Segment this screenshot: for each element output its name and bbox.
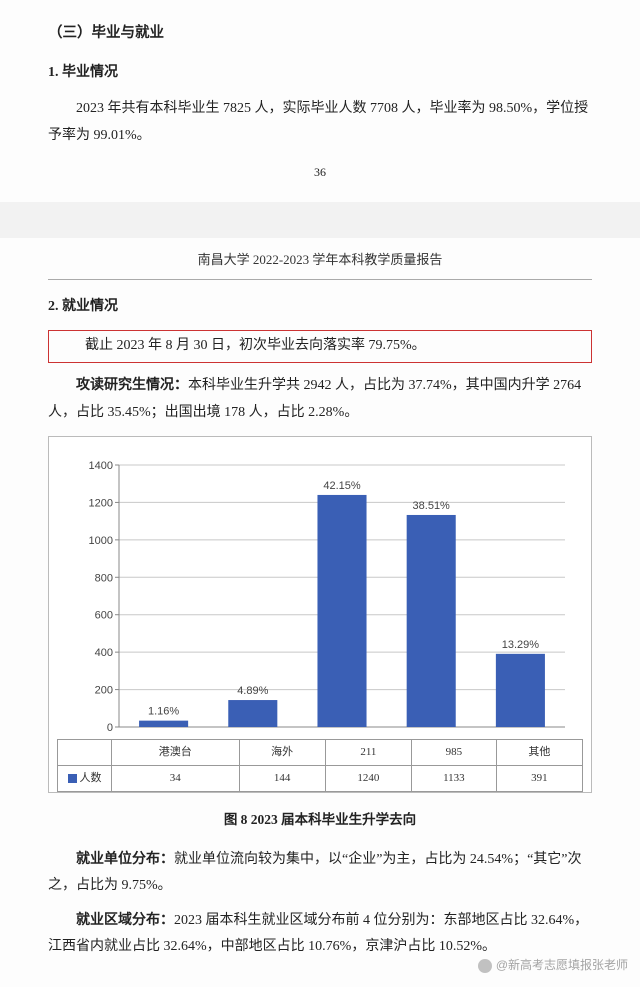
paragraph-graduation: 2023 年共有本科毕业生 7825 人，实际毕业人数 7708 人，毕业率为 … (48, 96, 592, 149)
sub-title-employment: 2. 就业情况 (48, 294, 592, 321)
region-dist-label: 就业区域分布： (76, 913, 174, 928)
svg-text:1400: 1400 (89, 460, 113, 472)
svg-text:42.15%: 42.15% (323, 480, 361, 492)
bar-chart: 0 200 400 600 800 1000 1200 1400 1.16% 4.89% 42.15… (57, 447, 583, 737)
sub-title-graduation: 1. 毕业情况 (48, 60, 592, 87)
watermark: @新高考志愿填报张老师 (478, 954, 628, 977)
svg-text:13.29%: 13.29% (502, 639, 540, 651)
highlight-box: 截止 2023 年 8 月 30 日，初次毕业去向落实率 79.75%。 (48, 330, 592, 363)
svg-text:200: 200 (95, 685, 113, 697)
watermark-icon (478, 959, 492, 973)
page-number: 36 (48, 161, 592, 184)
paragraph-grad-study: 攻读研究生情况：本科毕业生升学共 2942 人，占比为 37.74%，其中国内升… (48, 373, 592, 426)
section-title: （三）毕业与就业 (48, 20, 592, 48)
svg-text:800: 800 (95, 572, 113, 584)
svg-text:38.51%: 38.51% (413, 500, 451, 512)
svg-text:4.89%: 4.89% (237, 685, 268, 697)
employer-dist-label: 就业单位分布： (76, 852, 174, 867)
watermark-text: @新高考志愿填报张老师 (496, 958, 628, 972)
document-header: 南昌大学 2022-2023 学年本科教学质量报告 (48, 248, 592, 280)
svg-text:1200: 1200 (89, 498, 113, 510)
svg-text:400: 400 (95, 647, 113, 659)
svg-text:1000: 1000 (89, 535, 113, 547)
svg-text:600: 600 (95, 610, 113, 622)
page-2: 南昌大学 2022-2023 学年本科教学质量报告 2. 就业情况 截止 202… (0, 238, 640, 987)
highlight-text: 截止 2023 年 8 月 30 日，初次毕业去向落实率 79.75%。 (57, 333, 583, 360)
page-1: （三）毕业与就业 1. 毕业情况 2023 年共有本科毕业生 7825 人，实际… (0, 0, 640, 202)
svg-text:0: 0 (107, 722, 113, 734)
paragraph-region-dist: 就业区域分布：2023 届本科生就业区域分布前 4 位分别为：东部地区占比 32… (48, 908, 592, 961)
chart-caption: 图 8 2023 届本科毕业生升学去向 (48, 807, 592, 833)
bar-chart-container: 0 200 400 600 800 1000 1200 1400 1.16% 4.89% 42.15… (48, 436, 592, 793)
svg-text:1.16%: 1.16% (148, 706, 179, 718)
grad-study-label: 攻读研究生情况： (76, 378, 188, 393)
chart-data-table: 港澳台海外211985其他 人数3414412401133391 (57, 739, 583, 792)
paragraph-employer-dist: 就业单位分布：就业单位流向较为集中，以“企业”为主，占比为 24.54%；“其它… (48, 847, 592, 900)
